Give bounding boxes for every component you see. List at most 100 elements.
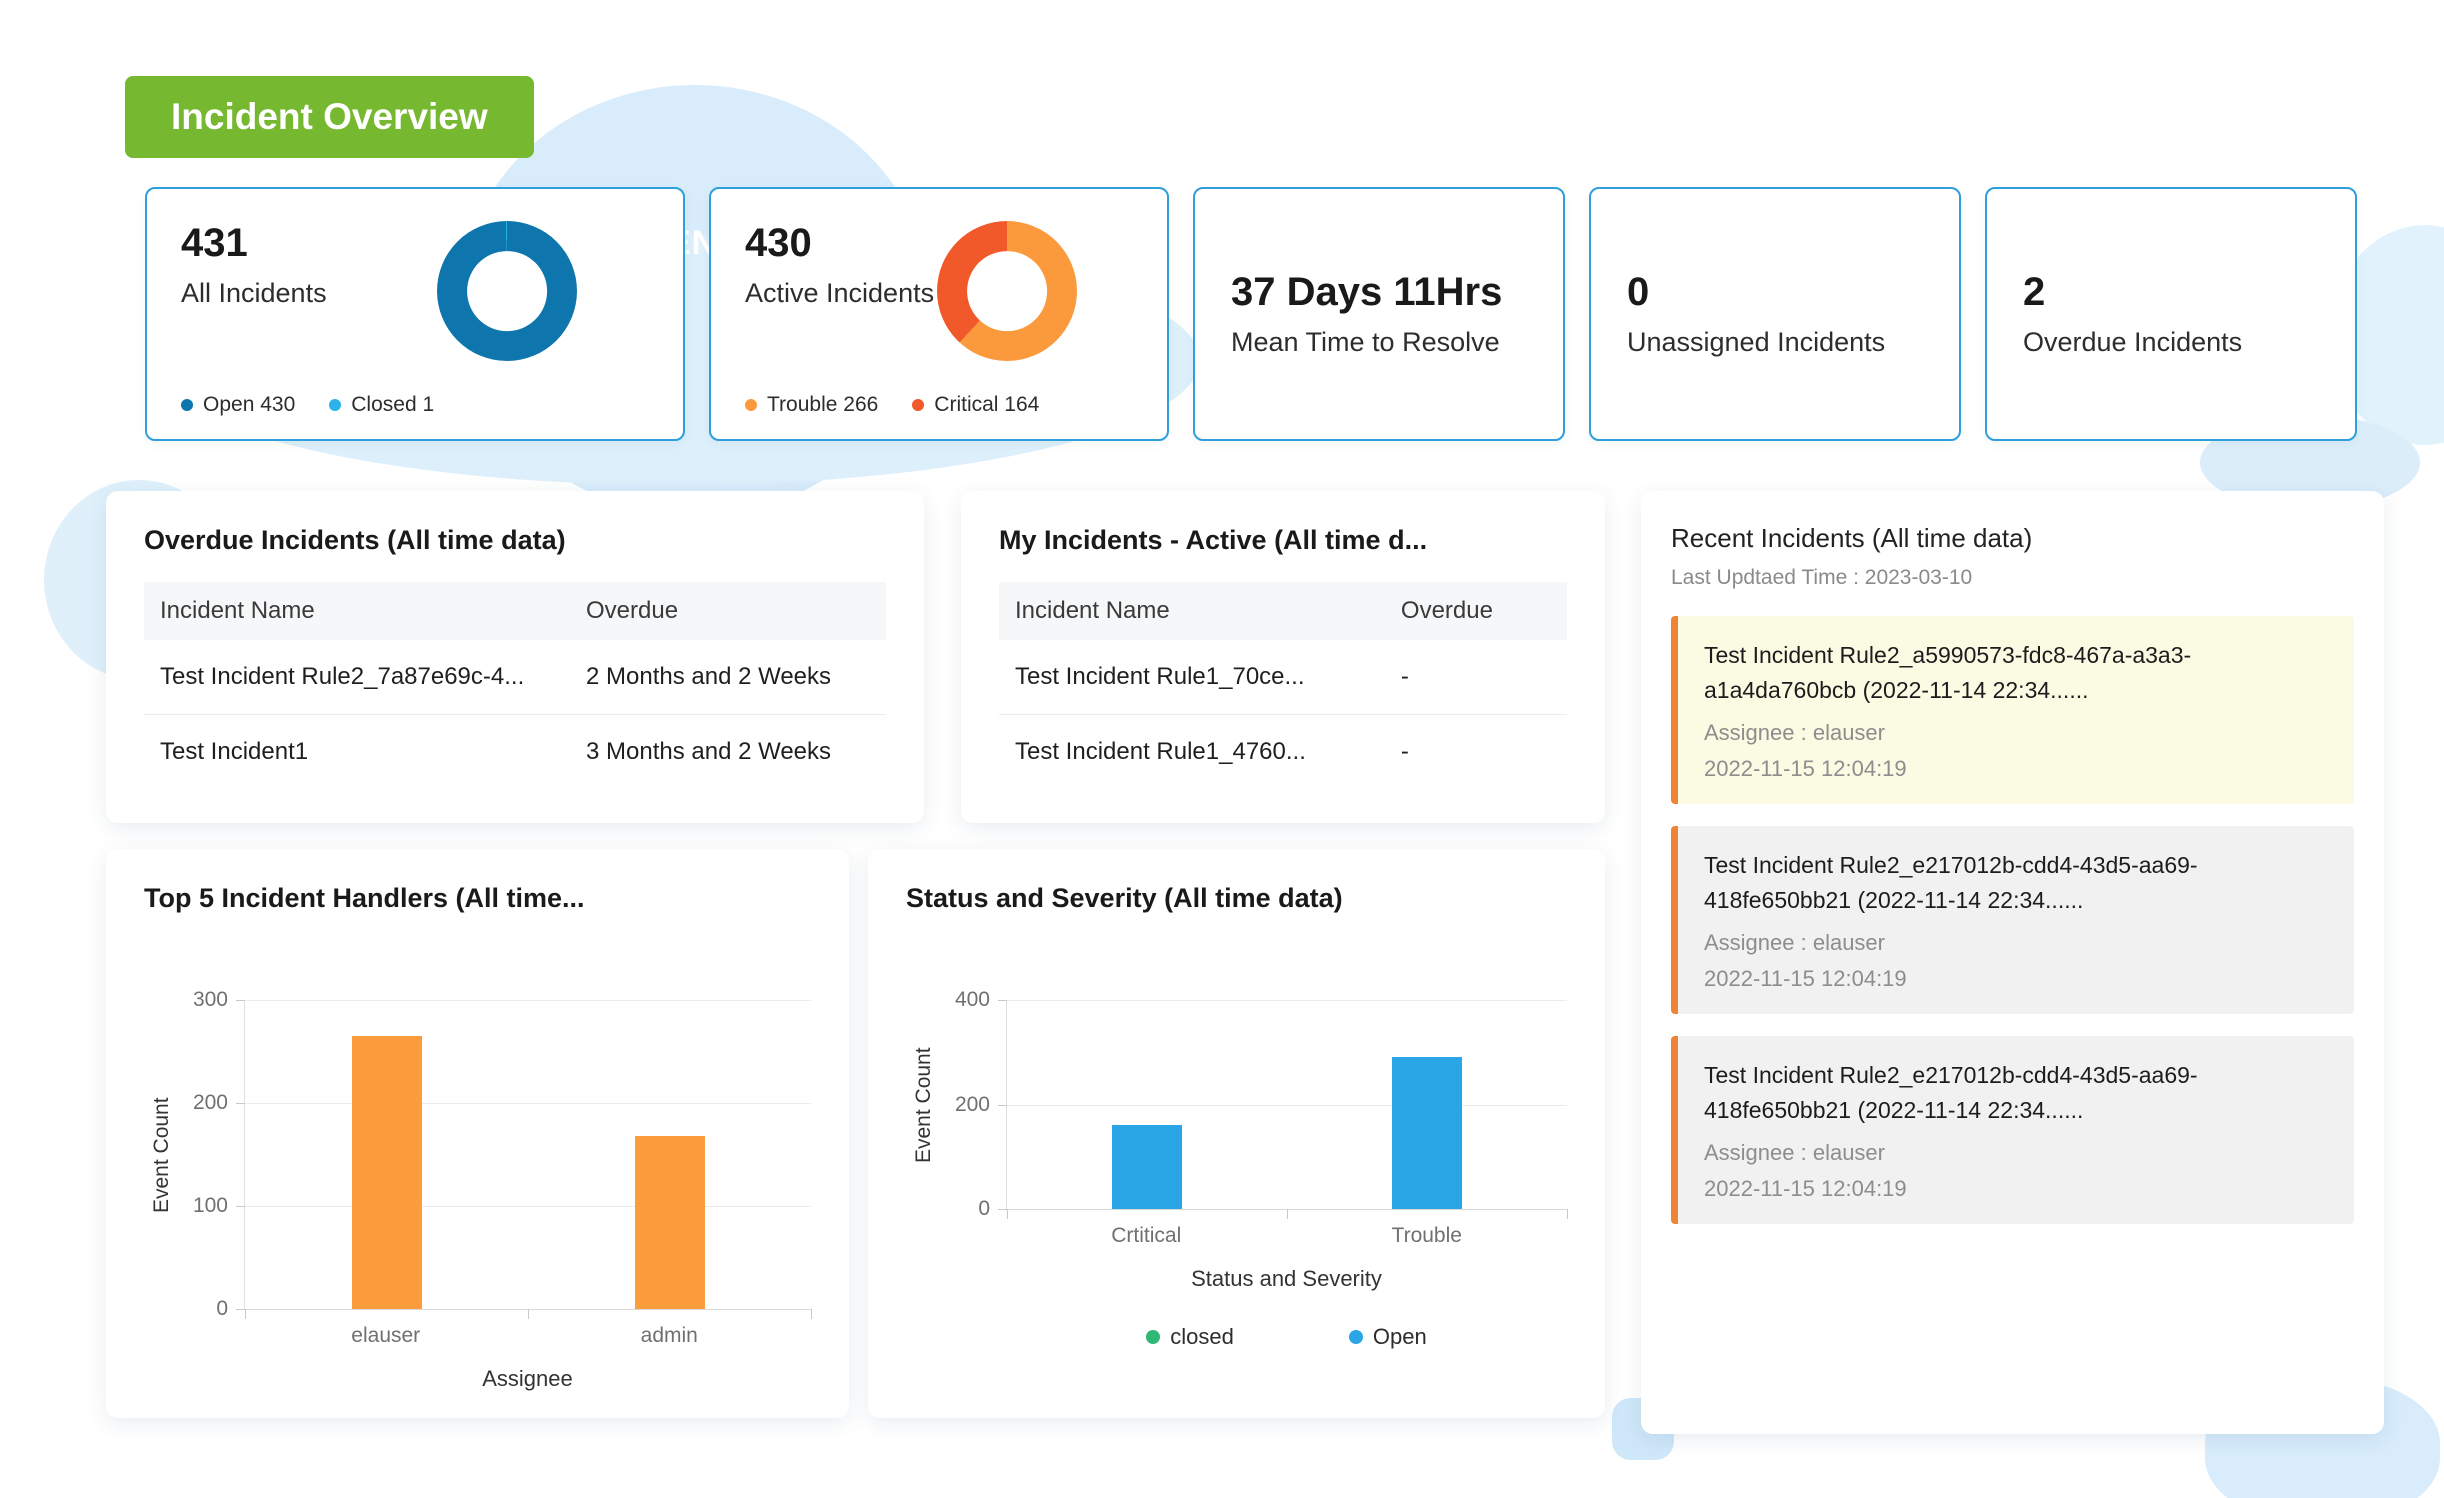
y-tick-label: 400: [954, 988, 990, 1011]
gridline: [245, 1206, 811, 1207]
gridline: [1007, 1104, 1567, 1106]
y-tick-mark: [998, 1000, 1007, 1001]
bar-admin[interactable]: [634, 1135, 705, 1309]
active-incidents-count: 430: [745, 221, 812, 265]
kpi-card-active-incidents[interactable]: 430 Active Incidents Trouble 266 Critica…: [709, 187, 1169, 441]
kpi-card-unassigned-incidents[interactable]: 0 Unassigned Incidents: [1589, 187, 1961, 441]
y-axis-labels: 0 100 200 300: [180, 988, 244, 1320]
top-handlers-bar-chart[interactable]: Event Count 0 100 200 300 elauser admin Assi…: [144, 988, 812, 1392]
recent-incident-timestamp: 2022-11-15 12:04:19: [1704, 1176, 1907, 1201]
recent-incident-timestamp: 2022-11-15 12:04:19: [1704, 756, 1907, 781]
column-header-overdue: Overdue: [1400, 597, 1493, 624]
kpi-card-mean-time-to-resolve[interactable]: 37 Days 11Hrs Mean Time to Resolve: [1193, 187, 1565, 441]
status-chart-legend: closed Open: [1006, 1324, 1567, 1350]
overdue-label: Overdue Incidents: [2023, 327, 2243, 357]
incident-name-cell: Test Incident1: [160, 738, 309, 765]
page-title-badge: Incident Overview: [125, 76, 534, 158]
y-tick-mark: [998, 1209, 1007, 1210]
critical-legend-dot: [912, 399, 925, 411]
recent-incident-timestamp: 2022-11-15 12:04:19: [1704, 966, 1907, 991]
legend-item-trouble: Trouble 266: [745, 393, 878, 417]
plot-area: [998, 1000, 1568, 1219]
y-tick-mark: [236, 1103, 245, 1104]
recent-incident-title: Test Incident Rule2_e217012b-cdd4-43d5-a…: [1704, 852, 2198, 913]
x-tick-label: elauser: [351, 1324, 421, 1347]
y-tick-mark: [998, 1104, 1007, 1106]
overdue-table: Incident Name Overdue Test Incident Rule…: [144, 582, 886, 789]
closed-legend-label: Closed 1: [351, 393, 435, 416]
x-axis-labels: Crtitical Trouble: [1006, 1224, 1567, 1252]
recent-panel-title: Recent Incidents (All time data): [1671, 523, 2033, 553]
active-incidents-legend: Trouble 266 Critical 164: [745, 393, 1133, 417]
table-row[interactable]: Test Incident Rule1_4760... -: [999, 715, 1567, 789]
gridline: [245, 1103, 811, 1104]
bar-elauser[interactable]: [351, 1036, 422, 1309]
kpi-card-all-incidents[interactable]: 431 All Incidents Open 430 Closed 1: [145, 187, 685, 441]
legend-item-critical: Critical 164: [912, 393, 1039, 417]
x-tick-mark: [245, 1309, 246, 1319]
recent-incidents-panel: Recent Incidents (All time data) Last Up…: [1641, 491, 2384, 1434]
active-incidents-donut-chart[interactable]: [937, 221, 1077, 361]
y-tick-label: 0: [216, 1297, 228, 1320]
trouble-legend-label: Trouble 266: [767, 393, 879, 416]
table-row[interactable]: Test Incident Rule2_7a87e69c-4... 2 Mont…: [144, 640, 886, 715]
overdue-cell: -: [1400, 738, 1409, 765]
column-header-incident-name: Incident Name: [160, 597, 315, 624]
overdue-count: 2: [2023, 270, 2046, 314]
overdue-cell: -: [1400, 663, 1409, 690]
open-legend-dot: [181, 399, 193, 411]
my-incidents-panel: My Incidents - Active (All time d... Inc…: [961, 491, 1605, 823]
all-incidents-donut-chart[interactable]: [437, 221, 577, 361]
trouble-legend-dot: [745, 399, 757, 411]
y-tick-mark: [236, 1206, 245, 1207]
recent-incident-item[interactable]: Test Incident Rule2_e217012b-cdd4-43d5-a…: [1671, 1036, 2354, 1224]
status-severity-panel: Status and Severity (All time data) Even…: [868, 849, 1605, 1418]
y-axis-title: Event Count: [912, 1047, 935, 1163]
top-handlers-title: Top 5 Incident Handlers (All time...: [144, 883, 585, 913]
legend-item-closed: closed: [1146, 1324, 1234, 1350]
closed-legend-dot: [329, 399, 342, 411]
recent-incident-item[interactable]: Test Incident Rule2_e217012b-cdd4-43d5-a…: [1671, 826, 2354, 1014]
recent-incidents-list: Test Incident Rule2_a5990573-fdc8-467a-a…: [1671, 616, 2354, 1224]
status-severity-title: Status and Severity (All time data): [906, 883, 1343, 913]
x-axis-labels: elauser admin: [244, 1324, 811, 1352]
x-tick-mark: [811, 1309, 812, 1319]
critical-legend-label: Critical 164: [934, 393, 1040, 416]
mean-time-value: 37 Days 11Hrs: [1231, 270, 1503, 314]
bar-Trouble[interactable]: [1392, 1057, 1462, 1209]
recent-incident-assignee: Assignee : elauser: [1704, 720, 1885, 745]
legend-item-open: Open 430: [181, 393, 295, 417]
recent-incident-item[interactable]: Test Incident Rule2_a5990573-fdc8-467a-a…: [1671, 616, 2354, 804]
overdue-incidents-panel: Overdue Incidents (All time data) Incide…: [106, 491, 924, 823]
y-tick-mark: [236, 1000, 245, 1001]
table-row[interactable]: Test Incident Rule1_70ce... -: [999, 640, 1567, 715]
y-tick-label: 100: [192, 1194, 228, 1217]
open-legend-label: Open 430: [203, 393, 296, 416]
status-severity-bar-chart[interactable]: Event Count 0 200 400 Crtitical Trouble Sta…: [906, 988, 1568, 1350]
gridline: [1007, 1000, 1567, 1001]
page-title: Incident Overview: [171, 96, 488, 137]
x-tick-label: Trouble: [1391, 1224, 1462, 1247]
all-incidents-legend: Open 430 Closed 1: [181, 393, 649, 417]
unassigned-count: 0: [1627, 270, 1650, 314]
active-incidents-label: Active Incidents: [745, 278, 935, 308]
kpi-card-overdue-incidents[interactable]: 2 Overdue Incidents: [1985, 187, 2357, 441]
x-axis-title: Status and Severity: [1191, 1266, 1382, 1291]
y-tick-label: 0: [978, 1197, 990, 1220]
table-row[interactable]: Test Incident1 3 Months and 2 Weeks: [144, 715, 886, 789]
top-handlers-panel: Top 5 Incident Handlers (All time... Eve…: [106, 849, 849, 1418]
column-header-overdue: Overdue: [586, 597, 679, 624]
legend-item-open: Open: [1348, 1324, 1427, 1350]
my-incidents-table-header: Incident Name Overdue: [999, 582, 1567, 640]
open-legend-label: Open: [1372, 1324, 1427, 1349]
overdue-table-header: Incident Name Overdue: [144, 582, 886, 640]
y-tick-label: 200: [954, 1092, 990, 1116]
y-tick-mark: [236, 1309, 245, 1310]
open-legend-dot: [1348, 1330, 1363, 1344]
plot-area: [236, 1000, 812, 1319]
bar-Crtitical[interactable]: [1112, 1125, 1182, 1209]
closed-legend-dot: [1146, 1330, 1161, 1344]
legend-item-closed: Closed 1: [329, 393, 434, 417]
recent-incident-assignee: Assignee : elauser: [1704, 930, 1885, 955]
